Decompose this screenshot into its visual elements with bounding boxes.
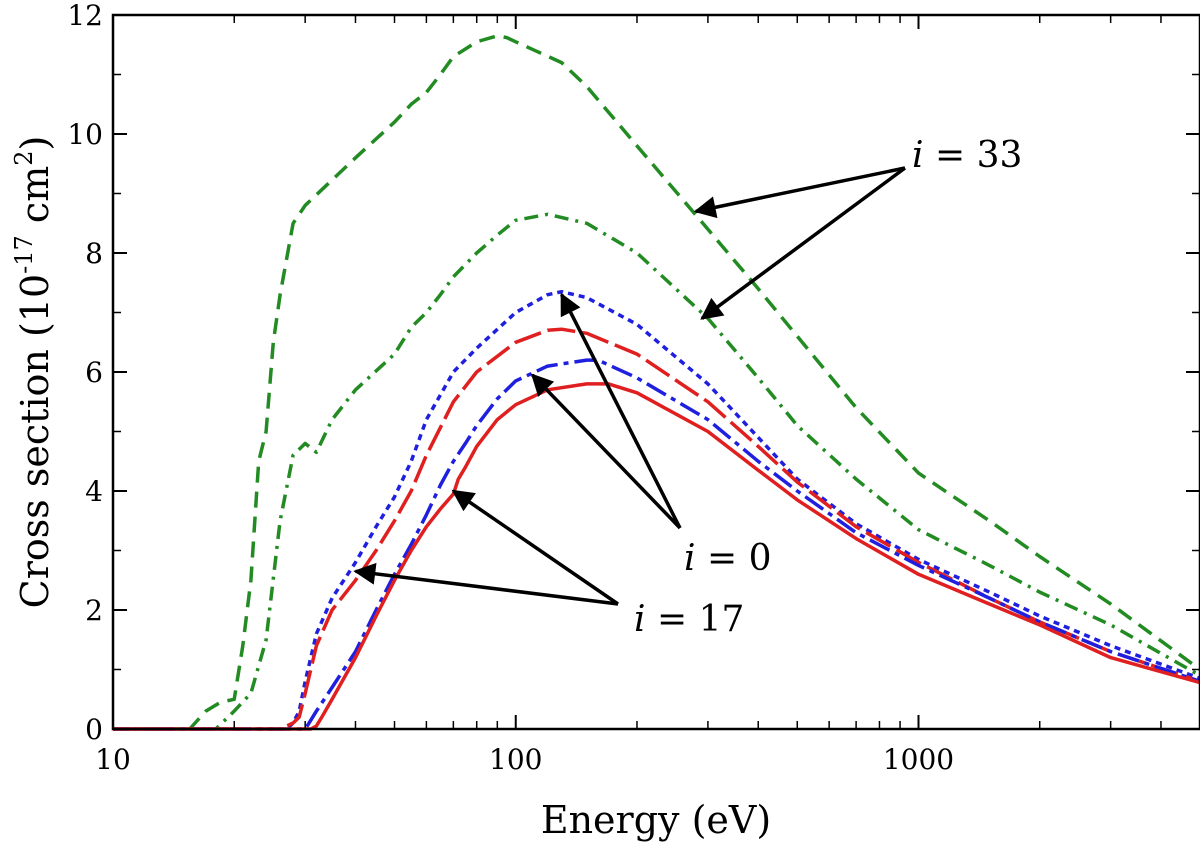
annotation-arrow	[530, 373, 682, 530]
annotation-arrow	[693, 166, 906, 219]
y-axis-title-main: Cross section (10	[13, 274, 57, 609]
y-tick-label: 2	[85, 594, 103, 627]
annotation-label-var: i	[912, 135, 924, 176]
annotation-label-value: = 0	[696, 538, 772, 579]
series-line-3	[113, 289, 1200, 731]
y-axis-title: Cross section (10-17 cm2)	[10, 136, 57, 609]
annotation-label-value: = 17	[646, 599, 745, 640]
x-tick-label: 1000	[883, 743, 954, 776]
series-layer	[113, 34, 1200, 731]
series-line-2	[113, 212, 1200, 731]
annotation-layer: i = 33i = 0i = 17	[353, 135, 1022, 640]
x-tick-label: 10	[95, 743, 131, 776]
annotation-arrow	[353, 562, 619, 606]
y-axis-title-exponent: -17	[10, 235, 38, 274]
y-tick-label: 12	[67, 0, 103, 32]
series-line-4	[113, 327, 1200, 731]
y-tick-label: 0	[85, 713, 103, 746]
annotation-label: i = 33	[912, 135, 1022, 176]
annotation-arrow	[451, 489, 619, 606]
annotation-arrow	[560, 292, 682, 529]
y-axis-title-close: )	[13, 136, 57, 151]
y-axis-title-unit: cm	[13, 166, 57, 235]
y-tick-label: 6	[85, 356, 103, 389]
annotation-label-value: = 33	[924, 135, 1023, 176]
annotation-arrow	[700, 166, 907, 320]
series-line-5	[113, 358, 1200, 731]
y-axis-title-unit-exponent: 2	[10, 150, 38, 165]
y-tick-label: 8	[85, 237, 103, 270]
series-line-6	[113, 382, 1200, 731]
x-tick-label: 100	[489, 743, 542, 776]
annotation-label-var: i	[684, 538, 696, 579]
annotation-label-var: i	[634, 599, 646, 640]
annotation-label: i = 0	[684, 538, 771, 579]
series-line-1	[113, 34, 1200, 731]
annotation-label: i = 17	[634, 599, 744, 640]
y-tick-label: 4	[85, 475, 103, 508]
x-axis-title: Energy (eV)	[541, 798, 771, 842]
tick-layer: 0 2 4 6 8 10 12 10 100 1000	[67, 0, 1200, 776]
y-tick-label: 10	[67, 118, 103, 151]
